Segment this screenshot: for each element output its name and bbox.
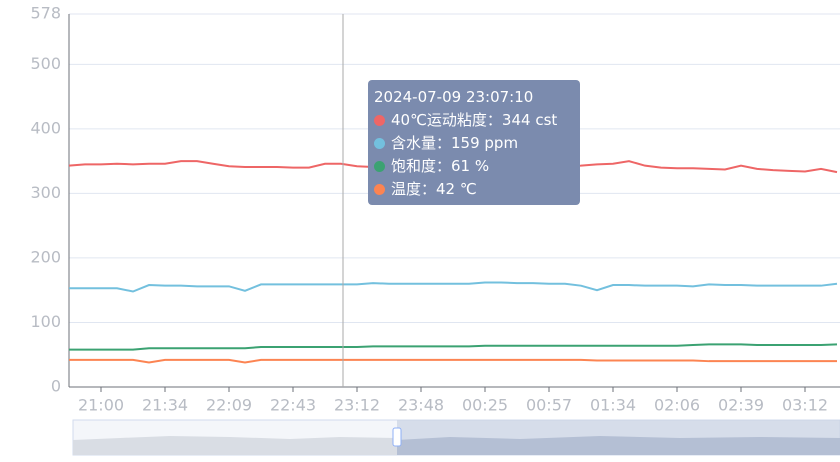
x-tick-label: 01:34 bbox=[590, 396, 636, 415]
zoom-shadow bbox=[73, 436, 397, 455]
x-tick-label: 02:39 bbox=[718, 396, 764, 415]
y-tick-label: 400 bbox=[30, 118, 61, 137]
tooltip-row: 40℃运动粘度：344 cst bbox=[374, 109, 574, 132]
tooltip-title: 2024-07-09 23:07:10 bbox=[374, 88, 534, 106]
x-tick-label: 00:25 bbox=[462, 396, 508, 415]
tooltip-text: 饱和度：61 % bbox=[391, 157, 490, 175]
y-tick-label: 578 bbox=[30, 4, 61, 23]
x-tick-label: 23:48 bbox=[398, 396, 444, 415]
x-tick-label: 22:43 bbox=[270, 396, 316, 415]
tooltip-marker bbox=[374, 138, 385, 149]
tooltip-marker bbox=[374, 115, 385, 126]
x-tick-label: 21:34 bbox=[142, 396, 188, 415]
y-tick-label: 200 bbox=[30, 247, 61, 266]
tooltip-row: 温度：42 ℃ bbox=[374, 178, 574, 201]
y-tick-label: 0 bbox=[51, 377, 61, 396]
zoom-handle[interactable] bbox=[392, 427, 402, 447]
x-tick-label: 22:09 bbox=[206, 396, 252, 415]
y-tick-label: 300 bbox=[30, 183, 61, 202]
tooltip-marker bbox=[374, 184, 385, 195]
plot: 0 100 200 300 400 500 578 21:00 21:34 22:09 22:43 2… bbox=[30, 4, 840, 415]
tooltip-text: 含水量：159 ppm bbox=[391, 134, 519, 152]
tooltip-text: 温度：42 ℃ bbox=[391, 180, 477, 198]
series-line bbox=[69, 281, 838, 293]
x-tick-label: 02:06 bbox=[654, 396, 700, 415]
x-tick-label: 23:12 bbox=[334, 396, 380, 415]
series-line bbox=[69, 343, 838, 351]
x-tick-label: 00:57 bbox=[526, 396, 572, 415]
y-tick-label: 500 bbox=[30, 54, 61, 73]
x-tick-label: 03:12 bbox=[782, 396, 828, 415]
y-tick-label: 100 bbox=[30, 312, 61, 331]
tooltip: 2024-07-09 23:07:10 40℃运动粘度：344 cst 含水量：1… bbox=[368, 80, 580, 205]
x-tick-label: 21:00 bbox=[78, 396, 124, 415]
tooltip-row: 饱和度：61 % bbox=[374, 155, 574, 178]
tooltip-text: 40℃运动粘度：344 cst bbox=[391, 111, 558, 129]
series-line bbox=[69, 358, 837, 364]
zoom-shadow-selected bbox=[397, 436, 840, 455]
tooltip-row: 含水量：159 ppm bbox=[374, 132, 574, 155]
tooltip-marker bbox=[374, 161, 385, 172]
